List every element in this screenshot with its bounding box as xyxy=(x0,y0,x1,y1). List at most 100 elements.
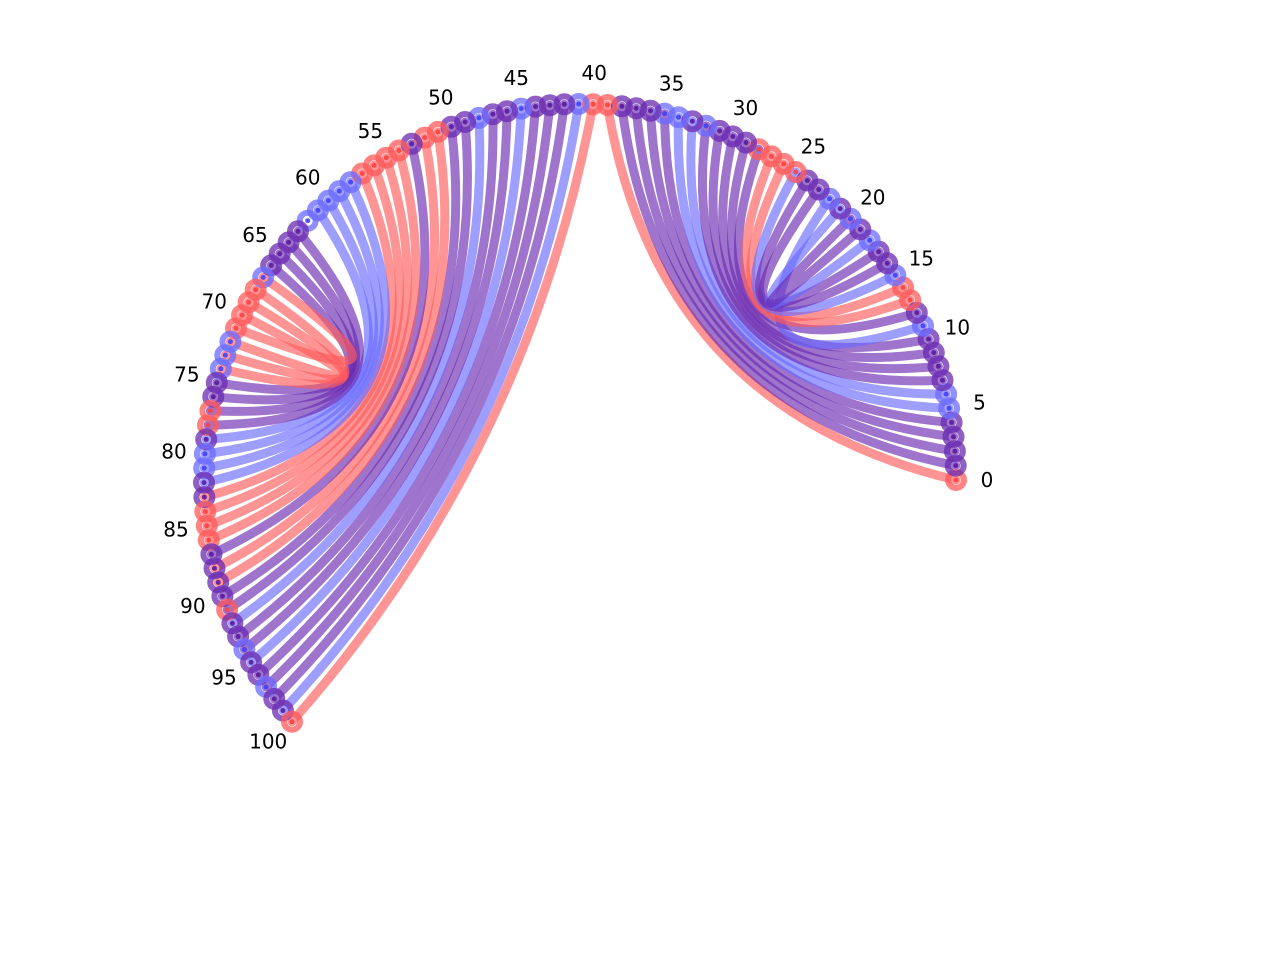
chord-45-95 xyxy=(246,104,526,667)
node-core-84 xyxy=(202,509,208,514)
node-core-17 xyxy=(876,249,882,255)
tick-label-85: 85 xyxy=(163,518,188,542)
node-core-34 xyxy=(676,114,682,120)
chord-46-94 xyxy=(239,106,512,654)
tick-label-70: 70 xyxy=(201,290,226,314)
tick-label-75: 75 xyxy=(174,363,199,387)
tick-label-10: 10 xyxy=(945,316,970,340)
node-core-42 xyxy=(561,101,567,107)
node-core-70 xyxy=(239,312,245,318)
chord-70-72 xyxy=(225,310,348,381)
tick-label-40: 40 xyxy=(581,61,606,85)
node-core-29 xyxy=(743,140,749,146)
node-core-43 xyxy=(547,102,553,108)
node-core-97 xyxy=(263,684,269,690)
chord-61-79 xyxy=(201,205,373,444)
node-core-92 xyxy=(229,620,235,626)
node-core-30 xyxy=(730,134,736,139)
tick-label-15: 15 xyxy=(909,246,934,270)
node-core-56 xyxy=(371,162,377,168)
node-core-61 xyxy=(315,207,321,213)
node-core-41 xyxy=(576,101,582,107)
node-core-77 xyxy=(207,408,213,414)
node-core-16 xyxy=(884,260,890,266)
node-core-24 xyxy=(804,178,810,183)
node-100 xyxy=(281,710,303,733)
node-core-67 xyxy=(260,274,266,280)
chord-57-83 xyxy=(199,169,397,502)
chord-51-89 xyxy=(213,127,450,587)
node-core-3 xyxy=(951,434,956,440)
node-core-73 xyxy=(222,352,228,358)
chord-48-92 xyxy=(227,113,485,628)
chord-1-38 xyxy=(617,101,961,471)
node-core-19 xyxy=(857,226,863,232)
chord-3-36 xyxy=(646,106,958,442)
node-core-74 xyxy=(218,366,224,372)
node-core-95 xyxy=(248,659,254,665)
chord-41-99 xyxy=(278,99,584,715)
node-core-40 xyxy=(590,101,596,107)
node-core-88 xyxy=(212,565,217,571)
node-core-52 xyxy=(422,135,428,141)
node-core-10 xyxy=(926,336,932,342)
node-core-76 xyxy=(210,394,216,400)
chord-54-86 xyxy=(204,146,421,545)
node-core-47 xyxy=(490,111,496,117)
node-core-79 xyxy=(203,436,209,442)
node-core-45 xyxy=(518,106,524,112)
node-core-11 xyxy=(920,323,926,329)
chord-49-91 xyxy=(222,117,472,615)
chord-6-33 xyxy=(686,116,951,399)
node-core-46 xyxy=(504,108,510,114)
node-core-18 xyxy=(867,237,873,243)
node-core-35 xyxy=(662,111,668,117)
tick-label-90: 90 xyxy=(180,594,205,618)
tick-label-100: 100 xyxy=(249,730,287,754)
node-core-83 xyxy=(201,494,207,500)
node-core-36 xyxy=(648,108,653,114)
node-core-39 xyxy=(605,102,610,108)
tick-label-50: 50 xyxy=(428,86,453,110)
chord-40-100 xyxy=(287,99,598,727)
node-core-62 xyxy=(305,218,311,224)
node-core-49 xyxy=(462,119,468,125)
node-core-4 xyxy=(949,420,955,425)
chord-4-35 xyxy=(660,109,957,427)
node-core-72 xyxy=(227,339,233,345)
tick-label-0: 0 xyxy=(981,468,994,492)
chord-50-90 xyxy=(217,122,461,601)
tick-label-35: 35 xyxy=(659,71,684,95)
node-core-32 xyxy=(703,123,709,129)
chord-53-87 xyxy=(206,139,430,559)
chord-47-93 xyxy=(233,109,498,641)
node-core-7 xyxy=(940,377,945,383)
node-core-100 xyxy=(289,719,295,725)
node-core-22 xyxy=(827,196,833,202)
node-core-58 xyxy=(348,179,354,185)
chord-55-85 xyxy=(202,153,412,531)
node-core-51 xyxy=(435,129,441,135)
chord-2-37 xyxy=(631,103,960,456)
node-core-80 xyxy=(202,451,208,457)
chord-0-39 xyxy=(603,100,961,485)
node-core-8 xyxy=(935,363,941,369)
tick-label-25: 25 xyxy=(801,135,826,159)
node-core-94 xyxy=(241,647,247,652)
node-core-21 xyxy=(837,206,843,212)
node-core-57 xyxy=(359,171,365,176)
node-core-14 xyxy=(900,285,906,290)
node-core-38 xyxy=(619,103,625,109)
node-core-78 xyxy=(205,422,211,428)
node-core-13 xyxy=(907,297,913,303)
node-core-0 xyxy=(953,477,959,483)
node-core-26 xyxy=(781,161,787,167)
node-core-15 xyxy=(892,272,898,278)
tick-label-60: 60 xyxy=(295,166,320,190)
node-core-75 xyxy=(214,380,220,386)
node-ring-100 xyxy=(281,710,303,733)
node-core-54 xyxy=(396,148,402,153)
chord-10-29 xyxy=(727,138,934,352)
